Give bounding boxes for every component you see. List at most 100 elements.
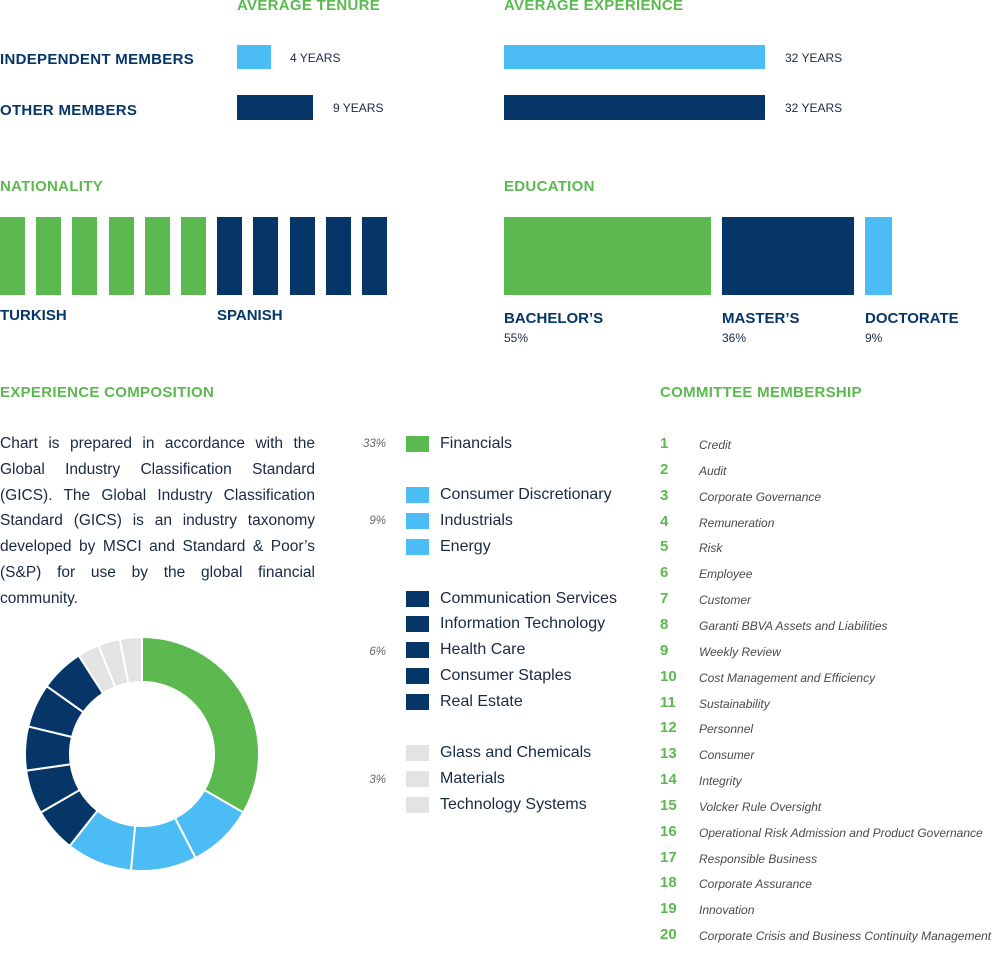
legend-label: Technology Systems <box>440 796 587 813</box>
legend-group-pct: 6% <box>369 646 386 658</box>
legend-item: Materials <box>406 769 505 789</box>
committee-name: Operational Risk Admission and Product G… <box>699 825 983 840</box>
committee-name: Risk <box>699 541 723 556</box>
tenure-bar-independent <box>237 45 271 69</box>
legend-item: Energy <box>406 537 491 557</box>
committee-name: Corporate Crisis and Business Continuity… <box>699 929 992 944</box>
legend-swatch <box>406 487 429 503</box>
committee-number: 13 <box>660 745 677 763</box>
legend-swatch <box>406 771 429 787</box>
experience-value-label: 32 YEARS <box>785 51 843 65</box>
committee-number: 12 <box>660 719 677 737</box>
tenure-title: AVERAGE TENURE <box>237 0 381 14</box>
legend-swatch <box>406 642 429 658</box>
education-pct: 9% <box>865 331 883 345</box>
experience-value-label: 32 YEARS <box>785 101 843 115</box>
committee-number: 11 <box>660 693 676 711</box>
tenure-row-label: INDEPENDENT MEMBERS <box>0 51 195 68</box>
committee-name: Customer <box>699 593 752 608</box>
donut-slice <box>141 635 260 814</box>
legend-label: Industrials <box>440 512 513 529</box>
legend-group-pct: 33% <box>362 438 386 450</box>
legend-label: Consumer Discretionary <box>440 486 612 503</box>
legend-label: Energy <box>440 538 491 555</box>
experience-donut-chart <box>24 635 260 872</box>
committee-number: 7 <box>660 590 669 608</box>
education-label: BACHELOR’S <box>504 310 604 327</box>
committee-number: 15 <box>660 796 677 814</box>
committee-number: 16 <box>660 822 677 840</box>
legend-label: Health Care <box>440 641 526 658</box>
education-bar-masters <box>722 217 854 295</box>
nationality-bar <box>36 217 62 295</box>
legend-label: Real Estate <box>440 693 523 710</box>
legend-item: Health Care <box>406 640 525 660</box>
committee-name: Integrity <box>699 774 742 789</box>
experience-title: AVERAGE EXPERIENCE <box>504 0 684 14</box>
committee-number: 20 <box>660 926 677 944</box>
committee-number: 18 <box>660 874 677 892</box>
composition-title: EXPERIENCE COMPOSITION <box>0 384 215 401</box>
nationality-bar <box>0 217 25 295</box>
nationality-bar <box>289 217 315 295</box>
committee-name: Audit <box>699 463 727 478</box>
legend-swatch <box>406 668 429 684</box>
nationality-bar <box>325 217 351 295</box>
legend-label: Consumer Staples <box>440 667 572 684</box>
committee-number: 1 <box>660 435 669 452</box>
legend-swatch <box>406 539 429 555</box>
legend-swatch <box>406 797 429 813</box>
education-label: MASTER’S <box>722 310 800 327</box>
legend-item: Consumer Discretionary <box>406 485 612 505</box>
donut-slice <box>118 635 143 685</box>
committee-number: 5 <box>660 538 669 556</box>
committee-name: Consumer <box>699 748 755 763</box>
nationality-bar <box>181 217 206 295</box>
nationality-bar <box>144 217 170 295</box>
education-pct: 36% <box>722 331 747 345</box>
education-bar-doctorate <box>865 217 892 295</box>
committee-number: 4 <box>660 512 669 530</box>
legend-item: Information Technology <box>406 614 605 634</box>
composition-description: Chart is prepared in accordance with the… <box>0 435 315 607</box>
legend-swatch <box>406 436 429 452</box>
education-pct: 55% <box>504 331 529 345</box>
tenure-value-label: 9 YEARS <box>333 101 384 115</box>
committee-name: Responsible Business <box>699 851 818 866</box>
committee-name: Garanti BBVA Assets and Liabilities <box>699 618 888 633</box>
committee-number: 19 <box>660 900 677 918</box>
legend-swatch <box>406 616 429 632</box>
legend-label: Glass and Chemicals <box>440 744 592 761</box>
nationality-bar <box>108 217 134 295</box>
legend-label: Materials <box>440 770 505 787</box>
nationality-bar <box>217 217 243 295</box>
committee-name: Personnel <box>699 722 754 737</box>
committee-number: 9 <box>660 641 669 659</box>
legend-item: Real Estate <box>406 692 523 712</box>
committee-name: Cost Management and Efficiency <box>699 670 876 685</box>
committee-number: 10 <box>660 667 677 685</box>
legend-swatch <box>406 513 429 529</box>
nationality-bar <box>72 217 98 295</box>
committee-name: Weekly Review <box>699 644 781 659</box>
nationality-bar <box>362 217 387 295</box>
committee-title: COMMITTEE MEMBERSHIP <box>660 384 862 401</box>
education-label: DOCTORATE <box>865 310 959 327</box>
nationality-title: NATIONALITY <box>0 178 104 195</box>
nationality-bar <box>253 217 279 295</box>
legend-label: Financials <box>440 435 513 452</box>
legend-swatch <box>406 694 429 710</box>
committee-name: Volcker Rule Oversight <box>699 799 822 814</box>
committee-number: 17 <box>660 848 677 866</box>
experience-bar-other <box>504 95 765 120</box>
education-bar-bachelors <box>504 217 711 295</box>
nationality-label-turkish: TURKISH <box>0 307 67 324</box>
tenure-value-label: 4 YEARS <box>290 51 341 65</box>
committee-name: Corporate Governance <box>699 489 822 504</box>
committee-number: 6 <box>660 564 669 582</box>
committee-name: Credit <box>699 438 732 452</box>
legend-item: Industrials <box>406 511 513 531</box>
committee-name: Remuneration <box>699 515 775 530</box>
committee-number: 2 <box>660 460 669 478</box>
legend-swatch <box>406 745 429 761</box>
